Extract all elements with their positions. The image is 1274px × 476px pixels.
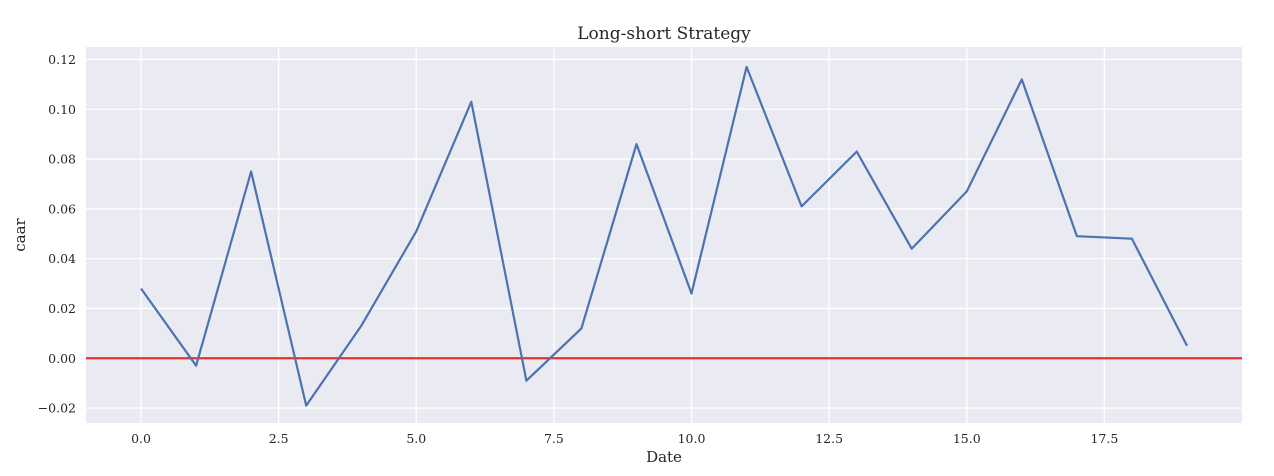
x-tick-label: 7.5 bbox=[544, 431, 564, 446]
y-tick-label: 0.06 bbox=[48, 201, 76, 216]
x-tick-label: 0.0 bbox=[131, 431, 151, 446]
x-tick-label: 12.5 bbox=[815, 431, 843, 446]
x-axis-label: Date bbox=[646, 448, 682, 466]
y-tick-label: 0.08 bbox=[48, 152, 76, 167]
y-tick-label: 0.04 bbox=[48, 251, 76, 266]
x-tick-label: 10.0 bbox=[678, 431, 706, 446]
y-tick-label: 0.02 bbox=[48, 301, 76, 316]
y-axis-label: caar bbox=[11, 217, 29, 251]
x-tick-labels: 0.0 2.5 5.0 7.5 10.0 12.5 15.0 17.5 bbox=[131, 431, 1118, 446]
x-tick-label: 17.5 bbox=[1090, 431, 1118, 446]
y-tick-label: 0.10 bbox=[48, 102, 76, 117]
y-tick-labels: −0.02 0.00 0.02 0.04 0.06 0.08 0.10 0.12 bbox=[38, 52, 76, 416]
chart-title: Long-short Strategy bbox=[577, 24, 751, 44]
series-line bbox=[140, 65, 1188, 407]
y-tick-label: 0.12 bbox=[48, 52, 76, 67]
x-tick-label: 2.5 bbox=[269, 431, 289, 446]
plot-background bbox=[86, 47, 1242, 423]
y-tick-label: 0.00 bbox=[48, 351, 76, 366]
y-tick-label: −0.02 bbox=[38, 401, 76, 416]
series-layer bbox=[140, 65, 1188, 407]
x-tick-label: 5.0 bbox=[406, 431, 426, 446]
x-tick-label: 15.0 bbox=[953, 431, 981, 446]
